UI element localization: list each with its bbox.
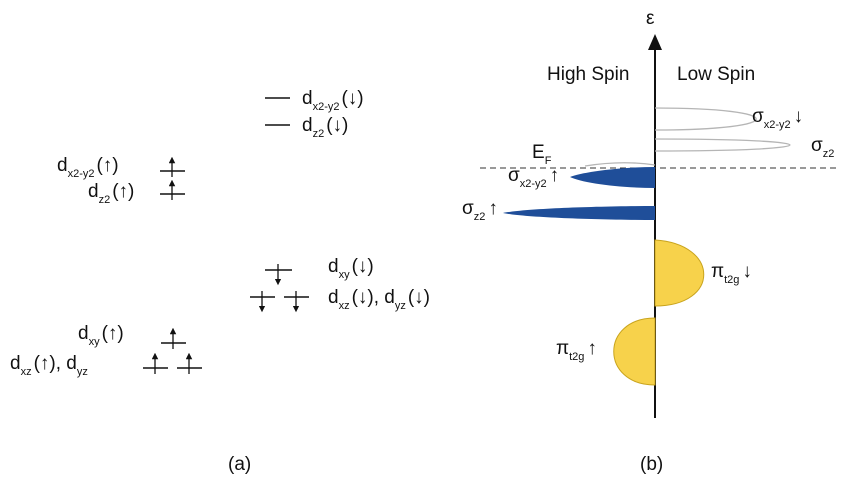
label-sigma-x2y2-down: σx2-y2 ↓ xyxy=(752,106,803,131)
heading-low-spin: Low Spin xyxy=(677,64,755,85)
level-dx2y2-down: dx2-y2 (↓) xyxy=(265,88,364,113)
energy-axis-label: ε xyxy=(646,8,655,29)
band-sigma-x2y2-down xyxy=(654,107,757,131)
caption-b: (b) xyxy=(640,454,663,475)
label-dxy-up: dxy (↑) xyxy=(78,323,124,348)
label-dxz-dyz-down: dxz (↓), dyz (↓) xyxy=(328,287,430,312)
level-dz2-down: dz2 (↓) xyxy=(265,115,348,140)
band-sigma-x2y2-up xyxy=(570,167,655,188)
label-dz2-up: dz2 (↑) xyxy=(88,181,134,206)
level-dx2y2-up: dx2-y2 (↑) xyxy=(57,155,185,180)
level-dxy-down: dxy (↓) xyxy=(265,256,374,286)
label-dx2y2-up: dx2-y2 (↑) xyxy=(57,155,119,180)
level-dz2-up: dz2 (↑) xyxy=(88,179,185,206)
label-pi-t2g-down: πt2g ↓ xyxy=(711,261,752,286)
label-dxy-down: dxy (↓) xyxy=(328,256,374,281)
band-sigma-z2-up xyxy=(503,206,655,220)
panel-b: ε High Spin Low Spin EF σx2-y2 ↓ σz2 σx2-… xyxy=(462,8,838,475)
panel-a: dx2-y2 (↓) dz2 (↓) dx2-y2 (↑) dz2 (↑) dxy (↓) xyxy=(10,88,430,475)
level-dxz-dyz-down: dxz (↓), dyz (↓) xyxy=(250,287,430,313)
fermi-level-label: EF xyxy=(532,142,552,167)
label-dx2y2-down: dx2-y2 (↓) xyxy=(302,88,364,113)
label-sigma-z2-up: σz2 ↑ xyxy=(462,198,498,223)
label-sigma-z2: σz2 xyxy=(811,135,834,160)
band-sigma-z2-down-tail xyxy=(584,162,656,167)
label-dxz-dyz-up: dxz (↑), dyz xyxy=(10,353,88,378)
band-pi-t2g-down xyxy=(654,239,705,307)
caption-a: (a) xyxy=(228,454,251,475)
label-pi-t2g-up: πt2g ↑ xyxy=(556,338,597,363)
label-sigma-x2y2-up: σx2-y2 ↑ xyxy=(508,165,559,190)
band-sigma-z2-down xyxy=(654,138,791,152)
label-dz2-down: dz2 (↓) xyxy=(302,115,348,140)
heading-high-spin: High Spin xyxy=(547,64,629,85)
band-pi-t2g-up xyxy=(613,317,656,386)
energy-axis-arrowhead xyxy=(648,34,662,50)
level-dxy-up: dxy (↑) xyxy=(78,323,186,349)
level-dxz-dyz-up: dxz (↑), dyz xyxy=(10,352,202,378)
